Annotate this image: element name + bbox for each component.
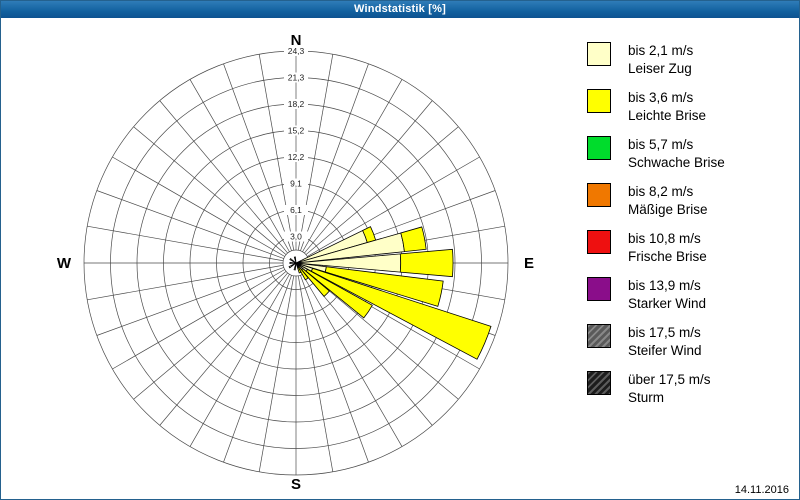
legend-speed: bis 3,6 m/s	[628, 90, 694, 105]
legend-item: bis 17,5 m/s Steifer Wind	[587, 324, 725, 360]
svg-text:18,2: 18,2	[288, 99, 305, 109]
svg-text:6,1: 6,1	[290, 205, 302, 215]
svg-text:12,2: 12,2	[288, 152, 305, 162]
legend-swatch-schwache-brise	[587, 136, 611, 160]
legend-item: bis 3,6 m/s Leichte Brise	[587, 89, 725, 125]
svg-text:3,0: 3,0	[290, 232, 302, 242]
svg-text:21,3: 21,3	[288, 73, 305, 83]
svg-text:N: N	[291, 32, 302, 49]
legend-speed: bis 10,8 m/s	[628, 231, 701, 246]
svg-text:E: E	[524, 255, 534, 272]
date-label: 14.11.2016	[734, 484, 789, 496]
legend-swatch-leichte-brise	[587, 89, 611, 113]
legend-name: Sturm	[628, 390, 665, 405]
legend-name: Starker Wind	[628, 296, 707, 311]
legend-item: bis 13,9 m/s Starker Wind	[587, 277, 725, 313]
svg-text:9,1: 9,1	[290, 179, 302, 189]
legend-item: über 17,5 m/s Sturm	[587, 371, 725, 407]
wind-rose-chart: 3,0 6,1 9,1 12,2 15,2 18,2 21,3 24,3N S W E	[57, 32, 534, 493]
legend-name: Steifer Wind	[628, 343, 702, 358]
legend-speed: bis 13,9 m/s	[628, 278, 701, 293]
svg-text:15,2: 15,2	[288, 126, 305, 136]
legend-swatch-maessige-brise	[587, 183, 611, 207]
legend-speed: bis 17,5 m/s	[628, 325, 701, 340]
legend-item: bis 2,1 m/s Leiser Zug	[587, 42, 725, 78]
legend-swatch-steifer-wind	[587, 324, 611, 348]
legend-speed: bis 8,2 m/s	[628, 184, 694, 199]
legend-item: bis 10,8 m/s Frische Brise	[587, 230, 725, 266]
legend-name: Mäßige Brise	[628, 202, 708, 217]
svg-text:24,3: 24,3	[288, 46, 305, 56]
legend-speed: über 17,5 m/s	[628, 372, 711, 387]
svg-text:W: W	[57, 255, 72, 272]
legend-name: Leiser Zug	[628, 61, 692, 76]
legend-item: bis 5,7 m/s Schwache Brise	[587, 136, 725, 172]
legend-swatch-sturm	[587, 371, 611, 395]
svg-text:S: S	[291, 476, 301, 493]
wind-speed-legend: bis 2,1 m/s Leiser Zug bis 3,6 m/s Leichte…	[587, 42, 725, 407]
legend-swatch-starker-wind	[587, 277, 611, 301]
legend-swatch-frische-brise	[587, 230, 611, 254]
legend-speed: bis 2,1 m/s	[628, 43, 694, 58]
legend-name: Schwache Brise	[628, 155, 725, 170]
legend-name: Leichte Brise	[628, 108, 707, 123]
legend-item: bis 8,2 m/s Mäßige Brise	[587, 183, 725, 219]
legend-name: Frische Brise	[628, 249, 707, 264]
title-bar: Windstatistik [%]	[1, 1, 799, 18]
legend-speed: bis 5,7 m/s	[628, 137, 694, 152]
legend-swatch-leiser-zug	[587, 42, 611, 66]
page-title: Windstatistik [%]	[354, 3, 446, 15]
